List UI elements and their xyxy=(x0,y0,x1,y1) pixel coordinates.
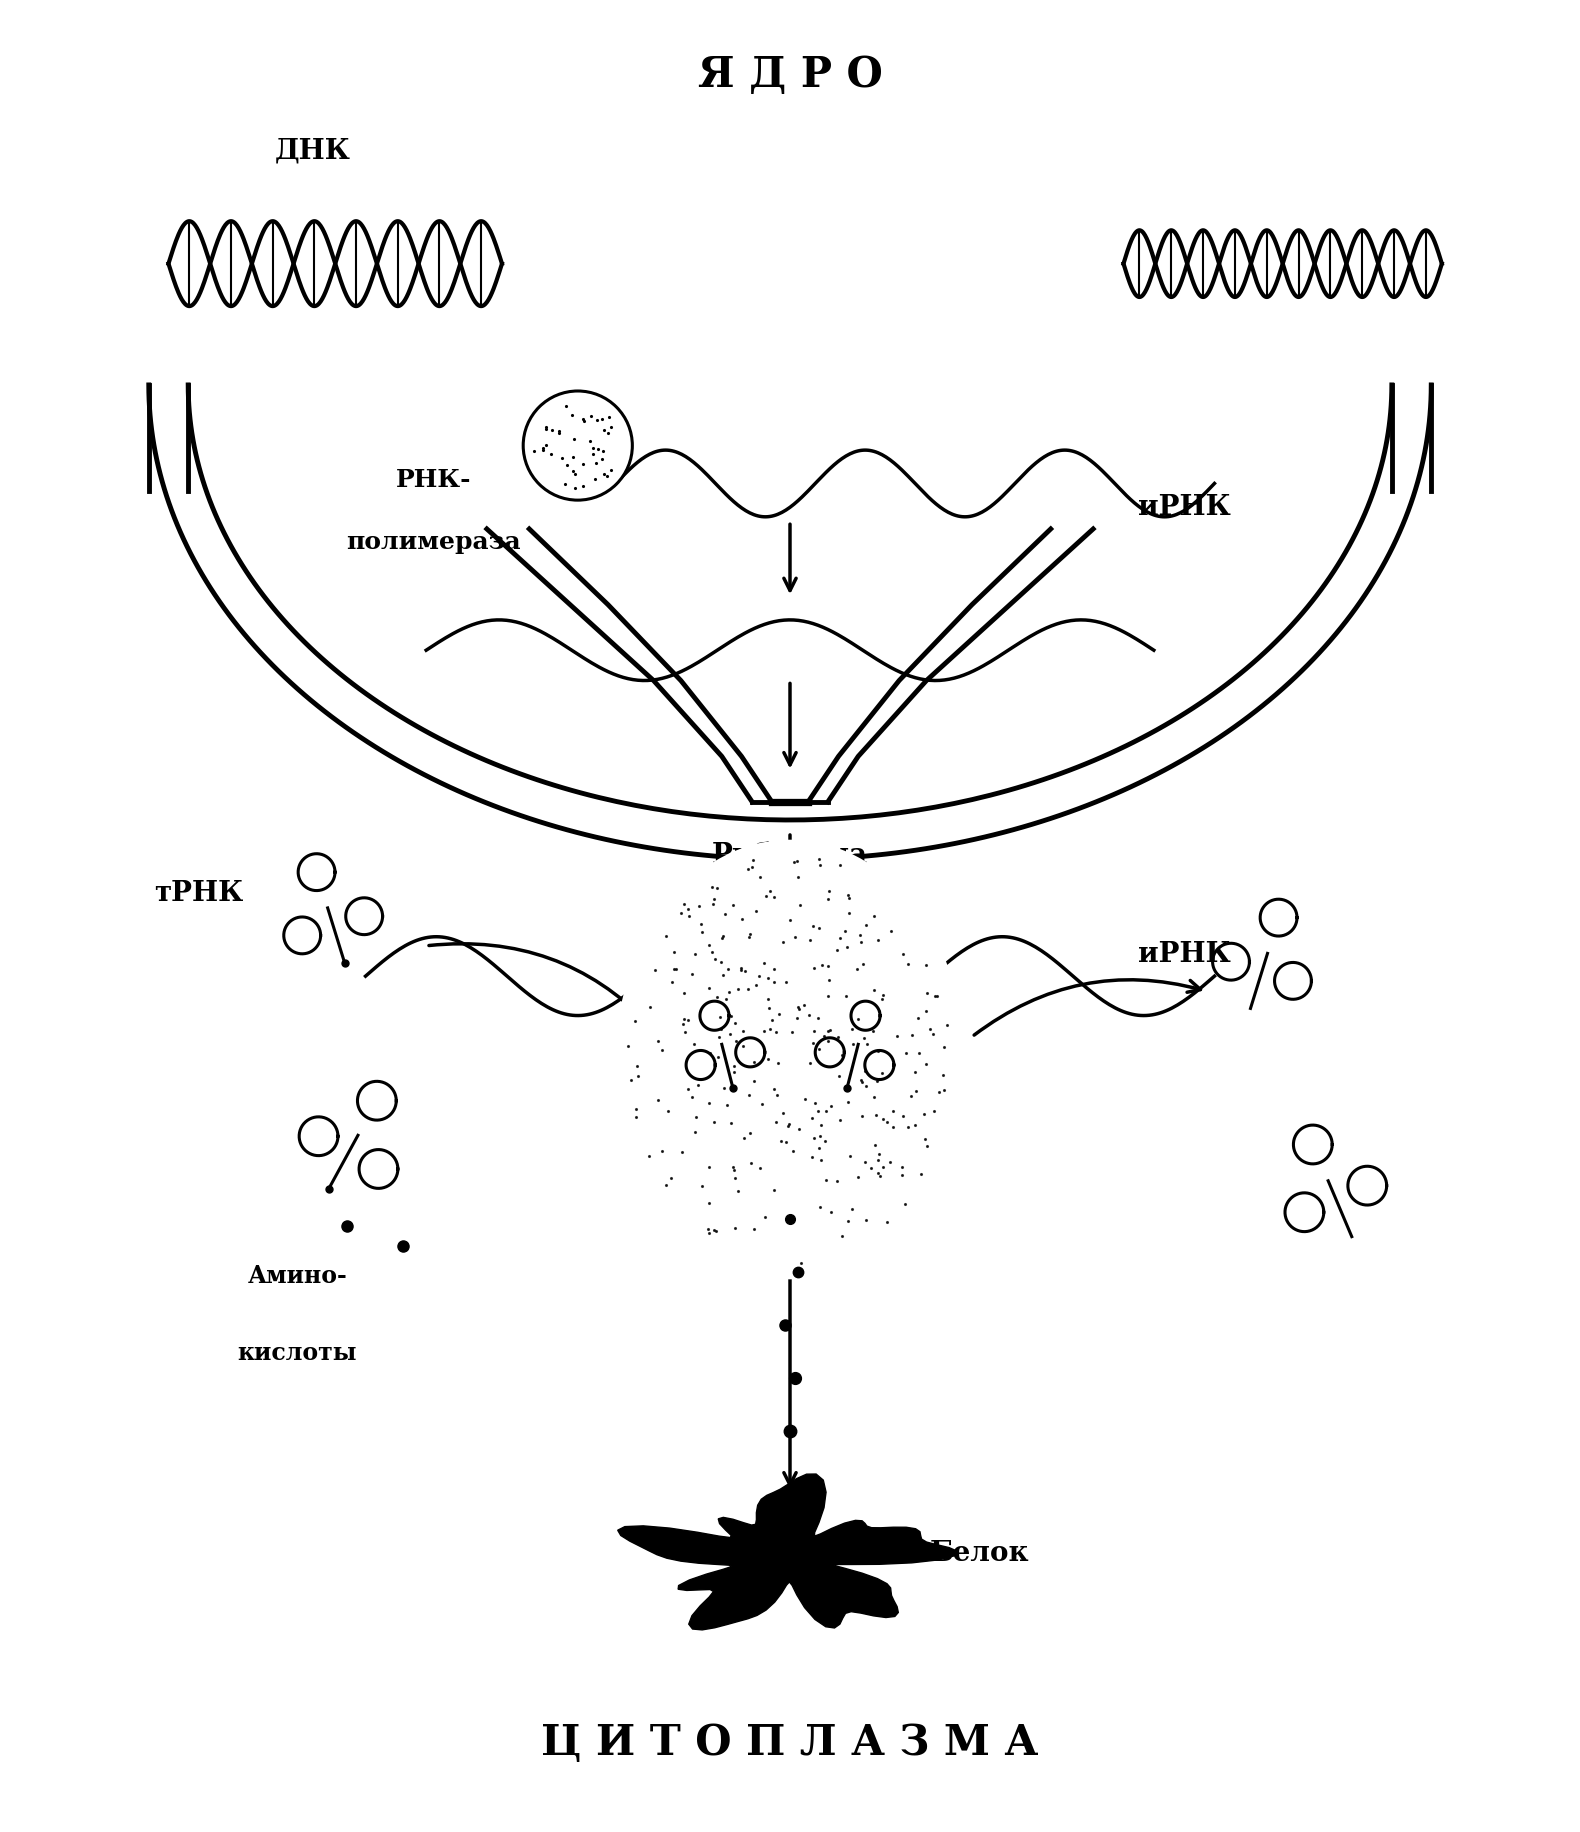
Ellipse shape xyxy=(616,841,964,1279)
Text: Я Д Р О: Я Д Р О xyxy=(698,55,882,95)
Text: Амино-: Амино- xyxy=(248,1264,348,1288)
Text: Ц И Т О П Л А З М А: Ц И Т О П Л А З М А xyxy=(542,1720,1038,1762)
Text: иРНК: иРНК xyxy=(1138,940,1231,967)
Text: тРНК: тРНК xyxy=(155,879,243,907)
Text: кислоты: кислоты xyxy=(237,1341,357,1365)
Text: полимераза: полимераза xyxy=(346,529,521,553)
Text: ДНК: ДНК xyxy=(275,137,351,165)
Polygon shape xyxy=(618,1475,957,1630)
Text: иРНК: иРНК xyxy=(1138,493,1231,520)
Circle shape xyxy=(523,392,632,500)
Text: РНК-: РНК- xyxy=(397,467,471,491)
Text: Белок: Белок xyxy=(929,1539,1029,1566)
Text: Рибосома: Рибосома xyxy=(713,843,867,868)
